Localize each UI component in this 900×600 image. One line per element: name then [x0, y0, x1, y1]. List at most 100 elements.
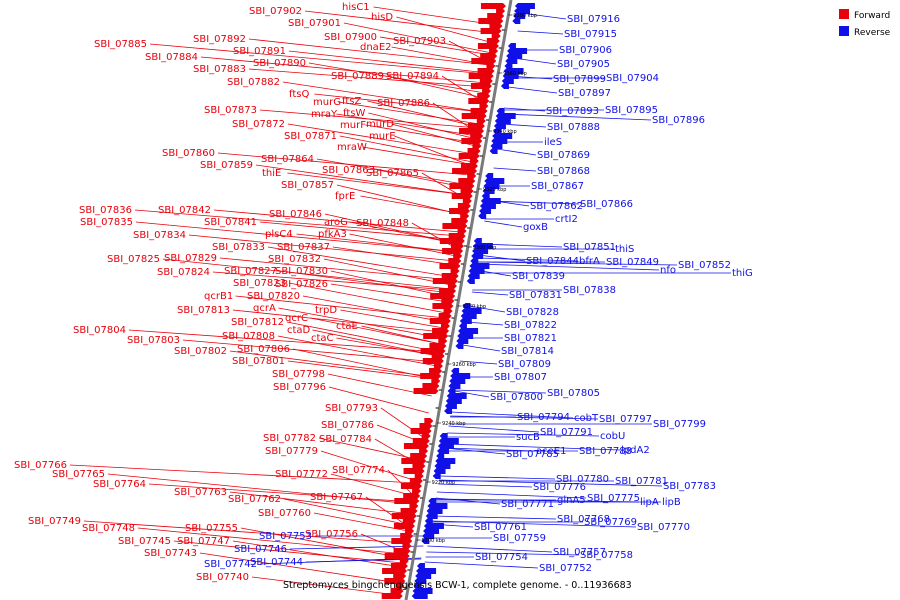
forward-leader-line	[229, 491, 412, 515]
forward-gene-label: SBI_07871	[284, 131, 337, 142]
forward-gene-arrow	[402, 543, 412, 549]
forward-gene-arrow	[439, 238, 465, 244]
reverse-gene-label: SBI_07896	[652, 115, 705, 126]
forward-gene-label: SBI_07766	[14, 460, 67, 471]
reverse-gene-arrow	[456, 338, 469, 344]
reverse-gene-label: SBI_07746	[234, 544, 287, 555]
forward-gene-arrow	[467, 173, 477, 179]
reverse-leader-line	[445, 443, 621, 451]
reverse-gene-label: SBI_07851	[563, 242, 616, 253]
reverse-gene-arrow	[483, 183, 500, 189]
reverse-gene-arrow	[484, 178, 505, 184]
reverse-gene-label: SBI_07897	[558, 88, 611, 99]
forward-leader-line	[188, 234, 456, 262]
reverse-gene-arrow	[513, 13, 526, 19]
forward-leader-line	[287, 123, 475, 155]
reverse-gene-arrow	[439, 433, 448, 439]
forward-gene-arrow	[412, 463, 426, 469]
kbp-tick-label: 9340 kbp	[493, 129, 517, 135]
kbp-tick-label: 9200 kbp	[422, 538, 446, 544]
forward-leader-line	[173, 540, 403, 564]
forward-gene-arrow	[432, 278, 458, 284]
reverse-leader-line	[487, 200, 580, 205]
forward-gene-arrow	[482, 88, 492, 94]
forward-gene-arrow	[431, 378, 441, 384]
forward-gene-arrow	[491, 33, 501, 39]
forward-leader-line	[277, 335, 438, 367]
reverse-leader-line	[439, 475, 556, 480]
forward-gene-arrow	[409, 503, 419, 509]
forward-gene-arrow	[452, 168, 478, 174]
forward-gene-label: SBI_07894	[386, 71, 439, 82]
reverse-leader-line	[447, 432, 600, 437]
forward-gene-arrow	[412, 438, 430, 444]
reverse-leader-line	[454, 390, 490, 398]
reverse-leader-line	[436, 491, 587, 499]
forward-gene-label: SBI_07846	[269, 209, 322, 220]
forward-gene-label: plsC4	[265, 229, 293, 240]
forward-gene-label: hisC1	[342, 2, 370, 13]
reverse-gene-arrow	[489, 148, 498, 154]
forward-gene-label: SBI_07827	[224, 266, 277, 277]
forward-gene-label: SBI_07830	[275, 266, 328, 277]
forward-gene-arrow	[449, 183, 475, 189]
reverse-gene-label: SBI_07809	[498, 359, 551, 370]
reverse-leader-line	[504, 107, 546, 112]
reverse-gene-label: SBI_07838	[563, 285, 616, 296]
reverse-gene-arrow	[423, 528, 440, 534]
reverse-leader-line	[459, 360, 498, 365]
reverse-leader-line	[289, 545, 424, 550]
forward-leader-line	[330, 473, 415, 497]
forward-gene-label: SBI_07864	[261, 154, 314, 165]
reverse-leader-line	[484, 220, 523, 228]
legend: Forward Reverse	[839, 9, 891, 38]
forward-leader-line	[135, 221, 457, 253]
forward-leader-line	[232, 309, 443, 333]
reverse-gene-label: bfrA	[579, 256, 600, 267]
reverse-gene-arrow	[444, 408, 453, 414]
forward-gene-arrow	[424, 418, 434, 424]
forward-gene-arrow	[410, 453, 428, 459]
forward-gene-label: SBI_07848	[356, 218, 409, 229]
reverse-gene-arrow	[414, 578, 427, 584]
forward-leader-line	[255, 164, 467, 196]
forward-gene-arrow	[480, 53, 498, 59]
forward-gene-arrow	[458, 153, 480, 159]
reverse-leader-line	[496, 148, 537, 156]
reverse-gene-label: SBI_07839	[512, 271, 565, 282]
forward-gene-label: SBI_07841	[204, 217, 257, 228]
forward-gene-arrow	[453, 253, 463, 259]
reverse-gene-label: SBI_07867	[531, 181, 584, 192]
forward-gene-label: SBI_07837	[277, 242, 330, 253]
forward-gene-label: SBI_07743	[144, 548, 197, 559]
reverse-gene-arrow	[455, 343, 464, 349]
reverse-gene-arrow	[490, 143, 503, 149]
reverse-gene-label: SBI_07906	[559, 45, 612, 56]
reverse-gene-label: SBI_07768	[557, 514, 610, 525]
forward-gene-label: SBI_07824	[157, 267, 210, 278]
forward-gene-arrow	[429, 318, 451, 324]
forward-leader-line	[212, 271, 451, 291]
forward-gene-arrow	[441, 273, 459, 279]
forward-leader-line	[292, 348, 435, 380]
forward-gene-label: SBI_07767	[310, 492, 363, 503]
forward-gene-arrow	[457, 228, 467, 234]
reverse-gene-arrow	[449, 378, 466, 384]
reverse-leader-line	[469, 305, 506, 313]
forward-gene-arrow	[429, 368, 443, 374]
forward-gene-label: pfkA3	[318, 229, 347, 240]
reverse-gene-arrow	[416, 568, 437, 574]
forward-leader-line	[365, 124, 477, 144]
forward-gene-arrow	[487, 13, 505, 19]
forward-leader-line	[312, 329, 439, 357]
reverse-gene-label: SBI_07754	[475, 552, 528, 563]
forward-leader-line	[361, 325, 441, 345]
forward-leader-line	[340, 309, 444, 329]
forward-gene-label: ftsW	[343, 108, 365, 119]
reverse-leader-line	[493, 167, 537, 172]
forward-leader-line	[149, 43, 489, 75]
forward-gene-arrow	[419, 423, 433, 429]
genome-caption: Streptomyces bingchenggensis BCW-1, comp…	[283, 580, 632, 591]
forward-gene-label: SBI_07829	[164, 253, 217, 264]
reverse-gene-label: SBI_07780	[556, 474, 609, 485]
